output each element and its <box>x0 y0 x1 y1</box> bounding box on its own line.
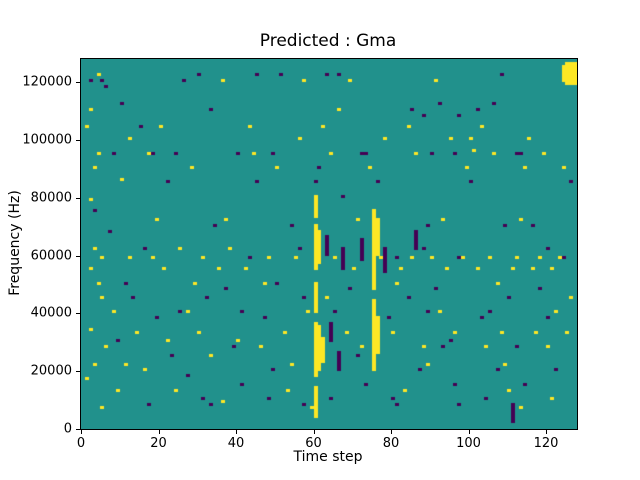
x-tick-mark <box>313 430 315 434</box>
x-tick-mark <box>81 430 82 434</box>
x-tick-label: 0 <box>76 436 86 451</box>
y-tick-label: 20000 <box>30 363 72 379</box>
y-tick-label: 60000 <box>30 248 72 264</box>
x-tick-mark <box>391 430 392 434</box>
y-axis-label: Frequency (Hz) <box>7 190 23 296</box>
x-tick-label: 120 <box>533 436 559 451</box>
x-tick-mark <box>236 430 237 434</box>
y-tick-label: 80000 <box>30 190 72 206</box>
x-tick-label: 80 <box>382 436 400 451</box>
heatmap-canvas <box>81 59 577 429</box>
y-tick-mark <box>76 197 80 199</box>
x-tick-mark <box>546 430 547 434</box>
x-tick-mark <box>158 430 160 434</box>
x-tick-mark <box>468 430 470 434</box>
y-tick-mark <box>76 313 80 315</box>
y-tick-label: 0 <box>63 421 72 437</box>
y-tick-label: 40000 <box>30 305 72 321</box>
x-tick-label: 60 <box>305 436 322 451</box>
plot-title: Predicted : Gma <box>259 31 397 51</box>
y-tick-label: 100000 <box>22 132 72 148</box>
y-tick-label: 120000 <box>22 74 72 90</box>
x-tick-label: 40 <box>227 436 245 451</box>
y-tick-mark <box>76 255 80 257</box>
y-tick-mark <box>76 139 80 141</box>
y-tick-mark <box>76 371 80 373</box>
x-tick-label: 20 <box>150 436 167 451</box>
x-axis-label: Time step <box>293 449 363 465</box>
y-tick-mark <box>76 82 80 84</box>
plot-area <box>80 58 578 430</box>
y-tick-mark <box>76 429 80 430</box>
x-tick-label: 100 <box>456 436 481 451</box>
